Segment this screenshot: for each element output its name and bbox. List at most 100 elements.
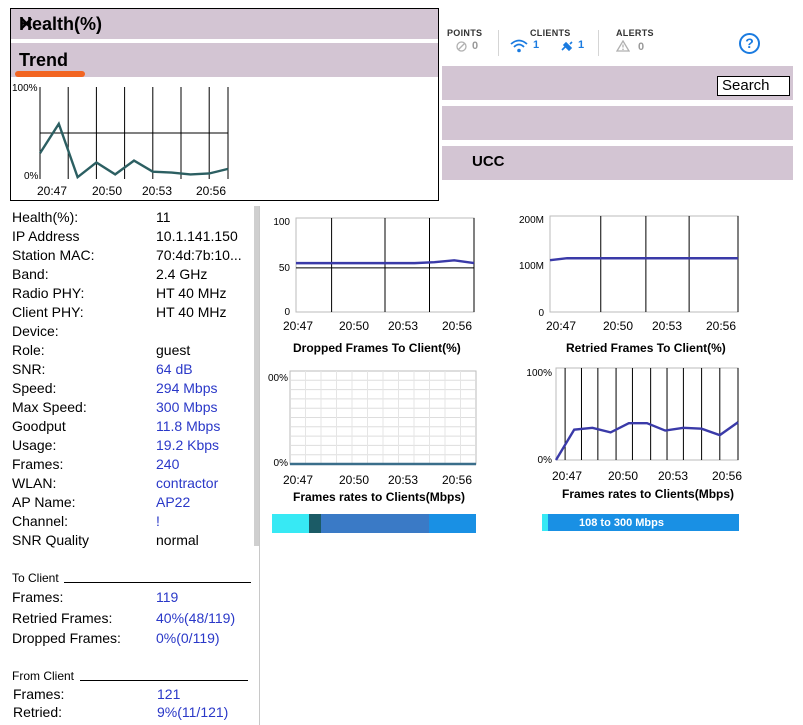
help-icon[interactable]: ? [739,33,760,54]
detail-value[interactable]: 294 Mbps [156,380,218,396]
x-tick-label: 20:56 [442,473,472,487]
health-line [38,121,229,180]
x-tick-label: 20:53 [652,319,682,333]
retried-frames-chart: 200M 100M 020:47 20:50 20:53 20:56 [519,215,739,333]
y-tick-label: 100M [519,261,544,272]
bar-segment [542,514,548,531]
wired-icon [561,41,573,52]
detail-value[interactable]: AP22 [156,494,191,510]
y-tick-label: 0% [24,171,39,182]
points-value[interactable]: 0 [472,40,479,52]
detail-label: Frames: [12,589,64,605]
x-tick-label: 20:47 [283,319,313,333]
clients-wifi-value[interactable]: 1 [533,39,540,51]
detail-label: Retried Frames: [12,609,113,626]
detail-value[interactable]: 0%(0/119) [156,630,220,646]
x-tick-label: 20:50 [92,184,122,198]
y-tick-label: 200M [519,215,544,226]
detail-value[interactable]: 19.2 Kbps [156,437,220,453]
x-tick-label: 20:56 [712,469,742,483]
bar-segment [547,514,739,531]
detail-value: 70:4d:7b:10... [156,247,242,263]
y-tick-label: 50 [279,263,291,274]
x-tick-label: 20:47 [37,184,67,198]
y-tick-label: 100% [12,83,38,94]
detail-value[interactable]: 64 dB [156,361,193,377]
x-tick-label: 20:53 [658,469,688,483]
detail-label: Radio PHY: [12,285,85,301]
detail-label: Retried: [13,704,63,720]
series-line [549,257,738,262]
chart-title: Frames rates to Clients(Mbps) [562,487,735,501]
frame-rates-chart-right: 100% 0% 20:47 20:50 20:53 20:56 [526,367,742,483]
bar-segment [429,514,476,533]
y-tick-label: 00% [268,373,288,384]
x-tick-label: 20:53 [142,184,172,198]
health-popup: Health(%) ✕ Trend 100% 0% 20:47 20:50 20:53 2… [10,8,439,201]
ucc-label: UCC [472,153,505,170]
alert-icon [616,40,630,52]
bar-segment [272,514,309,533]
search-button[interactable]: Search [717,76,790,96]
detail-label: Speed: [12,380,57,396]
bar-segment [308,514,321,533]
frame-rates-chart-left: 00% 0% 20:47 20:50 20:53 20:56 [268,370,477,487]
detail-label: Channel: [12,513,69,529]
x-tick-label: 20:56 [706,319,736,333]
clients-wired-value[interactable]: 1 [578,39,585,51]
to-client-heading: To Client [12,571,59,585]
detail-label: Goodput [12,418,66,434]
y-tick-label: 0% [538,455,553,466]
y-tick-label: 100 [273,217,290,228]
detail-label: Max Speed: [12,399,87,415]
detail-value[interactable]: ! [156,513,160,529]
wifi-icon [510,39,528,53]
x-tick-label: 20:47 [552,469,582,483]
scrollbar[interactable] [254,206,259,546]
detail-label: SNR: [12,361,46,377]
section-divider [64,582,251,583]
plot-area [555,367,739,461]
points-title: POINTS [447,28,483,38]
x-tick-label: 20:56 [442,319,472,333]
detail-label: Health(%): [12,209,79,225]
active-underline [15,71,85,77]
y-tick-label: 0% [274,458,289,469]
y-tick-label: 0 [538,308,544,319]
detail-value: guest [156,342,191,358]
blank-band [442,106,793,140]
detail-label: Dropped Frames: [12,630,121,646]
detail-label: IP Address [12,228,80,244]
rate-range-label: 108 to 300 Mbps [579,517,664,529]
ucc-band[interactable] [442,146,793,180]
close-icon[interactable]: ✕ [19,14,35,34]
bar-segment [320,514,430,533]
x-tick-label: 20:50 [339,473,369,487]
detail-value[interactable]: 121 [157,686,181,702]
detail-value[interactable]: contractor [156,475,219,491]
detail-value[interactable]: 300 Mbps [156,399,218,415]
detail-value[interactable]: 119 [156,589,179,605]
detail-label: SNR Quality [12,532,90,548]
detail-label: Frames: [12,456,64,472]
divider [598,30,599,56]
y-tick-label: 100% [526,368,552,379]
x-tick-label: 20:50 [339,319,369,333]
detail-label: WLAN: [12,475,57,491]
detail-value[interactable]: 40%(48/119) [156,609,236,626]
detail-value[interactable]: 11.8 Mbps [156,418,221,434]
plot-area [549,215,739,313]
x-tick-label: 20:50 [603,319,633,333]
chart-title: Retried Frames To Client(%) [566,341,726,355]
detail-value[interactable]: 9%(11/121) [157,704,229,720]
x-tick-label: 20:50 [608,469,638,483]
from-client-heading: From Client [12,669,75,683]
series-line [296,259,475,265]
alerts-value[interactable]: 0 [638,41,645,53]
x-tick-label: 20:53 [388,473,418,487]
rate-distribution-bar [272,514,476,533]
detail-label: Frames: [13,686,65,702]
chart-title: Dropped Frames To Client(%) [293,341,461,355]
detail-label: AP Name: [12,494,76,510]
detail-value[interactable]: 240 [156,456,180,472]
